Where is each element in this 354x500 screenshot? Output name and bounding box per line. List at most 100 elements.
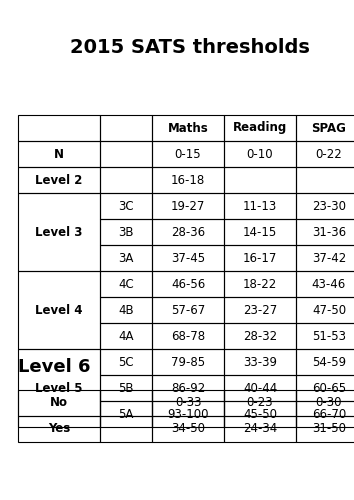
Bar [152,416,224,442]
Bar [100,401,152,427]
Bar [100,141,152,167]
Bar [296,115,354,141]
Text: 4A: 4A [118,330,134,342]
Bar [152,390,224,416]
Text: 23-27: 23-27 [243,304,277,316]
Bar [224,141,296,167]
Bar [296,390,354,416]
Text: 51-53: 51-53 [312,330,346,342]
Bar [224,297,296,323]
Text: 93-100: 93-100 [167,408,209,420]
Bar [18,390,100,416]
Bar [224,115,296,141]
Text: 3A: 3A [118,252,134,264]
Bar [296,401,354,427]
Bar [100,219,152,245]
Text: 60-65: 60-65 [312,382,346,394]
Text: 5B: 5B [118,382,134,394]
Text: 57-67: 57-67 [171,304,205,316]
Bar [296,297,354,323]
Text: 24-34: 24-34 [243,422,277,436]
Bar [224,375,296,401]
Bar [100,375,152,401]
Bar [296,416,354,442]
Bar [152,245,224,271]
Text: 31-36: 31-36 [312,226,346,238]
Text: 0-33: 0-33 [175,396,201,409]
Bar [18,349,100,427]
Bar [296,167,354,193]
Text: 33-39: 33-39 [243,356,277,368]
Bar [18,416,100,442]
Text: 0-22: 0-22 [316,148,342,160]
Text: 23-30: 23-30 [312,200,346,212]
Text: 40-44: 40-44 [243,382,277,394]
Text: 46-56: 46-56 [171,278,205,290]
Text: 34-50: 34-50 [171,422,205,436]
Text: Reading: Reading [233,122,287,134]
Text: Level 2: Level 2 [35,174,83,186]
Text: Level 3: Level 3 [35,226,83,238]
Bar [100,323,152,349]
Bar [100,297,152,323]
Text: 79-85: 79-85 [171,356,205,368]
Bar [224,323,296,349]
Bar [296,375,354,401]
Text: Yes: Yes [48,422,70,436]
Text: 2015 SATS thresholds: 2015 SATS thresholds [70,38,310,57]
Bar [152,115,224,141]
Bar [152,323,224,349]
Text: 45-50: 45-50 [243,408,277,420]
Text: 0-30: 0-30 [316,396,342,409]
Bar [296,193,354,219]
Bar [152,193,224,219]
Text: 86-92: 86-92 [171,382,205,394]
Text: SPAG: SPAG [312,122,347,134]
Bar [100,193,152,219]
Text: 28-36: 28-36 [171,226,205,238]
Bar [18,167,100,193]
Text: 47-50: 47-50 [312,304,346,316]
Text: 66-70: 66-70 [312,408,346,420]
Text: N: N [54,148,64,160]
Bar [152,271,224,297]
Bar [100,115,152,141]
Bar [152,167,224,193]
Bar [224,167,296,193]
Bar [224,390,296,416]
Text: 37-42: 37-42 [312,252,346,264]
Text: 5C: 5C [118,356,134,368]
Text: 54-59: 54-59 [312,356,346,368]
Text: 0-23: 0-23 [247,396,273,409]
Bar [224,349,296,375]
Bar [224,219,296,245]
Bar [152,401,224,427]
Text: Maths: Maths [168,122,209,134]
Bar [296,141,354,167]
Text: 4B: 4B [118,304,134,316]
Bar [296,271,354,297]
Text: 11-13: 11-13 [243,200,277,212]
Bar [224,416,296,442]
Bar [18,271,100,349]
Text: Level 6: Level 6 [18,358,91,376]
Text: 18-22: 18-22 [243,278,277,290]
Text: 28-32: 28-32 [243,330,277,342]
Bar [100,271,152,297]
Bar [296,323,354,349]
Text: 68-78: 68-78 [171,330,205,342]
Text: 19-27: 19-27 [171,200,205,212]
Text: 3C: 3C [118,200,134,212]
Bar [152,375,224,401]
Bar [224,245,296,271]
Text: 16-17: 16-17 [243,252,277,264]
Bar [224,193,296,219]
Text: 14-15: 14-15 [243,226,277,238]
Bar [100,390,152,416]
Text: 3B: 3B [118,226,134,238]
Bar [152,141,224,167]
Bar [296,219,354,245]
Text: Level 5: Level 5 [35,382,83,394]
Bar [224,401,296,427]
Bar [152,349,224,375]
